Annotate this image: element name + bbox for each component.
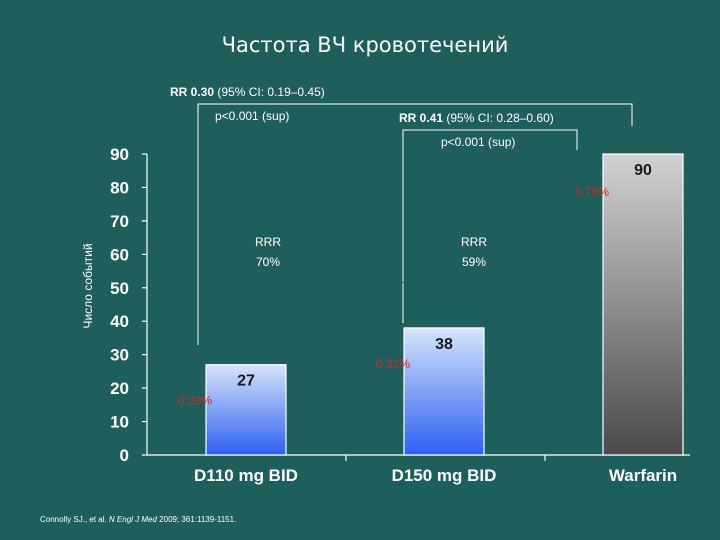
bar-rate-label: 0.76% — [575, 185, 609, 199]
rrr-150-label: RRR — [461, 235, 487, 249]
x-category-label: D110 mg BID — [194, 466, 298, 485]
bar-labels: 27 D110 mg BID 0.23% 38 D150 mg BID 0.32% 90 Wa… — [178, 162, 677, 485]
y-axis-label: Число событий — [81, 243, 95, 328]
rr-110-value: RR 0.30 — [170, 85, 214, 99]
y-tick-label: 10 — [110, 413, 129, 432]
x-category-label: Warfarin — [609, 466, 677, 485]
bar-value-label: 90 — [634, 162, 652, 179]
citation-journal: N Engl J Med — [109, 515, 158, 524]
y-tick-label: 70 — [110, 212, 129, 231]
rrr-110-label: RRR — [255, 235, 281, 249]
y-tick-label: 40 — [110, 312, 129, 331]
y-tick-label: 50 — [110, 279, 129, 298]
y-tick-label: 20 — [110, 379, 129, 398]
chart-title: Частота ВЧ кровотечений — [222, 33, 509, 57]
y-ticks: 0 10 20 30 40 50 60 70 80 90 — [110, 145, 546, 465]
citation-details: 2009; 361:1139-1151. — [157, 515, 236, 524]
y-tick-label: 60 — [110, 245, 129, 264]
bracket-110-vs-warfarin — [197, 103, 633, 345]
y-tick-label: 80 — [110, 178, 129, 197]
rr-150-ci: (95% CI: 0.28–0.60) — [443, 111, 554, 125]
rr-150-value: RR 0.41 — [399, 111, 443, 125]
rr-110-ci: (95% CI: 0.19–0.45) — [214, 85, 325, 99]
rr-150-label: RR 0.41 (95% CI: 0.28–0.60) — [399, 111, 554, 125]
y-tick-label: 90 — [110, 145, 129, 164]
x-category-label: D150 mg BID — [392, 466, 497, 485]
rrr-110-value: 70% — [256, 255, 280, 269]
bar-value-label: 38 — [435, 336, 453, 353]
citation-authors: Connolly SJ., et al. — [40, 515, 109, 524]
bar-value-label: 27 — [237, 373, 255, 390]
y-tick-label: 0 — [120, 446, 129, 465]
bars — [205, 153, 684, 456]
p-110-label: p<0.001 (sup) — [215, 109, 289, 123]
bar-1 — [205, 364, 287, 456]
bracket-150-vs-warfarin-upper — [402, 129, 578, 282]
citation: Connolly SJ., et al. N Engl J Med 2009; … — [40, 515, 236, 524]
rrr-150-value: 59% — [462, 255, 486, 269]
bar-rate-label: 0.23% — [178, 394, 212, 408]
bar-rate-label: 0.32% — [376, 357, 410, 371]
y-tick-label: 30 — [110, 346, 129, 365]
bar-3 — [602, 153, 684, 456]
p-150-label: p<0.001 (sup) — [441, 135, 515, 149]
bar-2 — [403, 327, 485, 456]
rr-110-label: RR 0.30 (95% CI: 0.19–0.45) — [170, 85, 325, 99]
